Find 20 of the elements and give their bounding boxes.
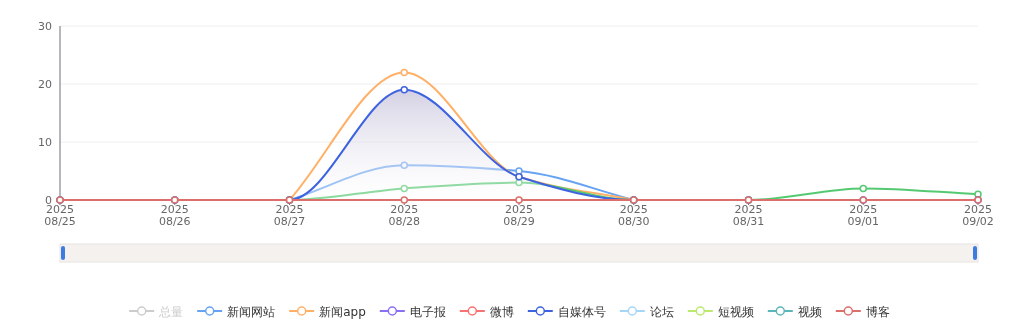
legend-label: 微博 xyxy=(489,304,514,319)
x-tick-label: 2025 08/29 xyxy=(503,203,535,228)
legend-label: 论坛 xyxy=(649,304,674,319)
x-tick-label: 2025 09/01 xyxy=(847,203,880,228)
y-tick-label: 10 xyxy=(38,136,52,149)
legend-label: 电子报 xyxy=(409,304,446,319)
legend-label: 博客 xyxy=(865,304,890,319)
x-tick-label: 2025 08/26 xyxy=(158,203,191,228)
x-tick-label: 2025 08/27 xyxy=(273,203,306,228)
legend-label: 视频 xyxy=(797,304,822,319)
legend-label: 新闻app xyxy=(319,304,366,319)
legend-label: 自媒体号 xyxy=(557,304,606,319)
x-tick-label: 2025 08/28 xyxy=(388,203,421,228)
legend-label: 新闻网站 xyxy=(227,304,276,319)
x-tick-label: 2025 09/02 xyxy=(962,203,994,228)
x-tick-label: 2025 08/31 xyxy=(732,203,765,228)
y-tick-label: 20 xyxy=(38,78,52,91)
y-tick-label: 30 xyxy=(38,20,52,33)
legend-label: 短视频 xyxy=(717,304,754,319)
x-tick-label: 2025 08/30 xyxy=(617,203,650,228)
